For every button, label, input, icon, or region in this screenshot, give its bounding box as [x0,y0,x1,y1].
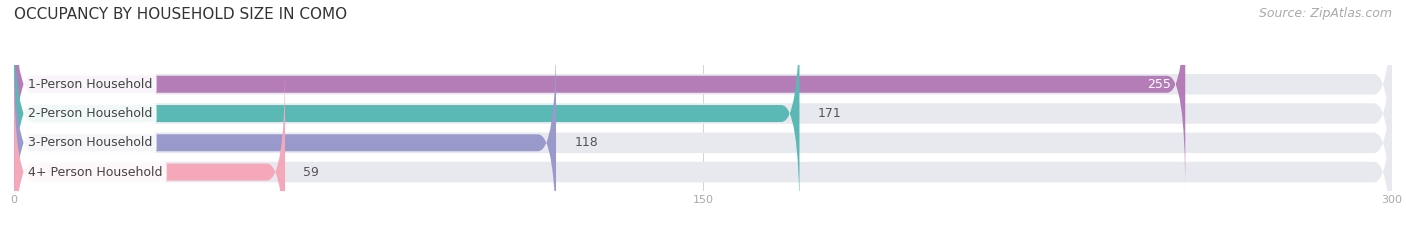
FancyBboxPatch shape [14,65,285,233]
FancyBboxPatch shape [14,67,1392,233]
FancyBboxPatch shape [14,0,1392,190]
Text: OCCUPANCY BY HOUSEHOLD SIZE IN COMO: OCCUPANCY BY HOUSEHOLD SIZE IN COMO [14,7,347,22]
FancyBboxPatch shape [14,36,555,233]
FancyBboxPatch shape [14,0,1185,192]
Text: 3-Person Household: 3-Person Household [28,136,152,149]
FancyBboxPatch shape [14,37,1392,233]
Text: 4+ Person Household: 4+ Person Household [28,165,162,178]
Text: 2-Person Household: 2-Person Household [28,107,152,120]
Text: 255: 255 [1147,78,1171,91]
Text: 59: 59 [304,165,319,178]
Text: 171: 171 [818,107,842,120]
FancyBboxPatch shape [14,6,800,221]
Text: Source: ZipAtlas.com: Source: ZipAtlas.com [1258,7,1392,20]
Text: 1-Person Household: 1-Person Household [28,78,152,91]
Text: 118: 118 [575,136,598,149]
FancyBboxPatch shape [14,8,1392,219]
